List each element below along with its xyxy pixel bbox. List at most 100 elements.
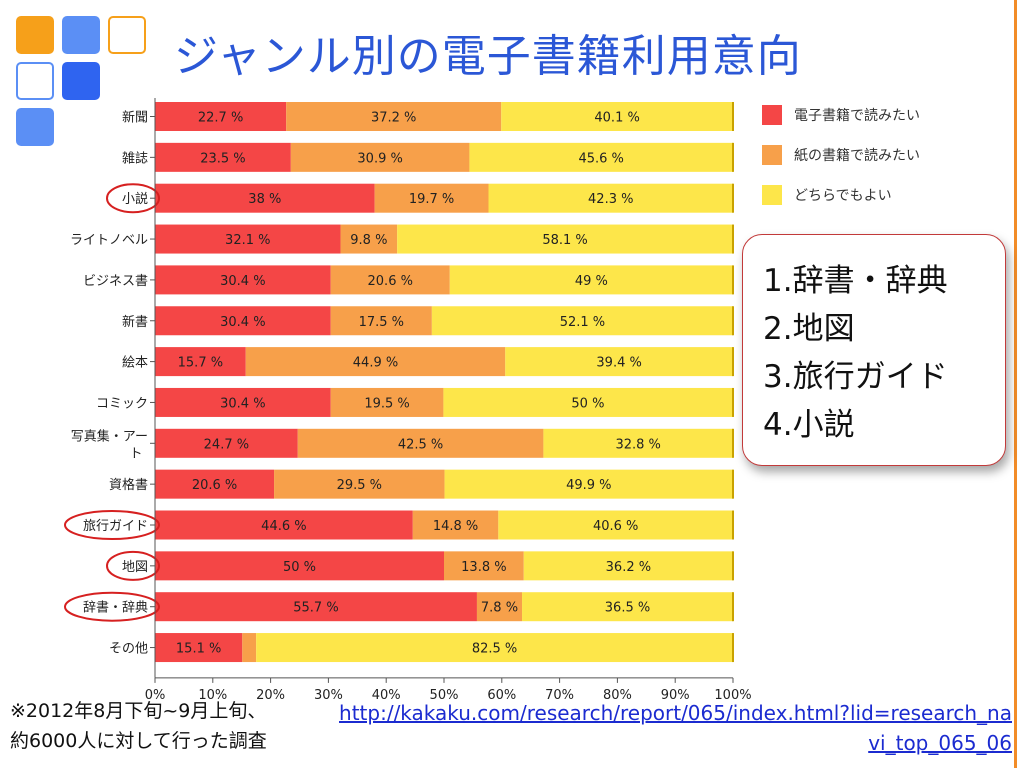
data-label: 30.4 % [220, 315, 265, 330]
data-label: 42.3 % [588, 192, 633, 207]
ranking-callout: 1.辞書・辞典 2.地図 3.旅行ガイド 4.小説 [742, 234, 1006, 466]
data-label: 29.5 % [337, 478, 382, 493]
data-label: 23.5 % [200, 151, 245, 166]
survey-note-line2: 約6000人に対して行った調査 [10, 730, 267, 752]
deco-square-blue-outline [16, 62, 54, 100]
bar-segment [501, 102, 733, 131]
bar-segment [488, 183, 733, 213]
bar-segment [431, 306, 733, 336]
x-tick-label: 30% [314, 688, 343, 700]
x-tick-label: 10% [198, 688, 227, 700]
data-label: 50 % [571, 396, 604, 411]
category-label: 小説 [122, 191, 148, 207]
data-label: 17.5 % [359, 315, 404, 330]
bar-segment [330, 306, 432, 336]
bar-segment [256, 633, 733, 663]
bar-segment [155, 387, 331, 417]
bar-segment [155, 428, 298, 458]
bar-segment [397, 224, 733, 254]
deco-square-blue [62, 16, 100, 54]
data-label: 50 % [283, 560, 316, 575]
bar-segment [155, 510, 413, 540]
x-tick-label: 60% [487, 688, 516, 700]
category-label: 絵本 [122, 356, 148, 371]
data-label: 38 % [248, 192, 281, 207]
category-label: コミック [96, 396, 148, 411]
data-label: 37.2 % [371, 111, 416, 126]
data-label: 40.6 % [593, 519, 638, 534]
category-label: 資格書 [109, 477, 148, 493]
category-label: その他 [109, 642, 148, 657]
data-label: 42.5 % [398, 437, 443, 452]
survey-note: ※2012年8月下旬~9月上旬、 約6000人に対して行った調査 [10, 696, 267, 756]
data-label: 30.4 % [220, 274, 265, 289]
data-label: 32.1 % [225, 233, 270, 248]
bar-segment [498, 510, 733, 540]
category-label: 雑誌 [122, 150, 148, 166]
bar-segment [155, 633, 243, 663]
highlight-circle [106, 550, 160, 581]
x-tick-label: 40% [372, 688, 401, 700]
x-tick-label: 50% [430, 688, 459, 700]
bar-segment [443, 387, 733, 417]
bar-segment [543, 428, 733, 458]
category-label: ビジネス書 [83, 274, 148, 289]
deco-square-blue-2 [16, 108, 54, 146]
survey-note-line1: ※2012年8月下旬~9月上旬、 [10, 700, 267, 722]
bar-segment [286, 102, 502, 131]
data-label: 22.7 % [198, 111, 243, 126]
data-label: 7.8 % [481, 601, 518, 616]
x-tick-label: 90% [661, 688, 690, 700]
source-link[interactable]: http://kakaku.com/research/report/065/in… [339, 701, 1012, 755]
ranking-item-4: 4.小説 [763, 407, 855, 443]
stacked-bar-chart: 22.7 % 37.2 % 40.1 % 新聞 23.5 % 30.9 % 45.6 % 雑誌… [64, 98, 752, 700]
bar-segment [155, 551, 444, 581]
data-label: 39.4 % [596, 356, 641, 371]
data-label: 15.7 % [178, 356, 223, 371]
bar-segment [469, 142, 733, 172]
data-label: 14.8 % [433, 519, 478, 534]
data-label: 52.1 % [560, 315, 605, 330]
legend-label-digital: 電子書籍で読みたい [794, 108, 920, 124]
highlight-circle [106, 183, 160, 214]
bar-segment [245, 347, 506, 377]
category-label: 写真集・アー [71, 428, 148, 444]
highlight-circle [64, 591, 160, 622]
bar-segment [522, 592, 733, 622]
data-label: 13.8 % [461, 560, 506, 575]
category-label: 新聞 [122, 110, 148, 126]
data-label: 36.2 % [606, 560, 651, 575]
ranking-item-2: 2.地図 [763, 311, 855, 347]
legend-swatch-paper [762, 145, 782, 165]
legend-swatch-either [762, 185, 782, 205]
data-label: 19.7 % [409, 192, 454, 207]
bar-segment [155, 102, 287, 131]
x-tick-label: 100% [714, 688, 751, 700]
category-label: 辞書・辞典 [83, 601, 148, 616]
data-label: 15.1 % [176, 642, 221, 657]
data-label: 44.6 % [261, 519, 306, 534]
category-label: 新書 [122, 314, 148, 330]
data-label: 55.7 % [293, 601, 338, 616]
data-label: 30.9 % [357, 151, 402, 166]
bar-segment [155, 224, 341, 254]
bar-segment [290, 142, 470, 172]
data-label: 44.9 % [353, 356, 398, 371]
data-label: 58.1 % [542, 233, 587, 248]
deco-square-orange [16, 16, 54, 54]
category-label: 旅行ガイド [83, 519, 148, 534]
data-label: 20.6 % [192, 478, 237, 493]
bar-segment [155, 142, 291, 172]
x-tick-label: 70% [545, 688, 574, 700]
data-label: 40.1 % [594, 111, 639, 126]
bar-segment [297, 428, 544, 458]
data-label: 36.5 % [605, 601, 650, 616]
legend-swatch-digital [762, 105, 782, 125]
category-label: ト [129, 446, 142, 461]
right-accent-rule [1014, 0, 1017, 768]
legend-label-either: どちらでもよい [794, 188, 892, 204]
page-title: ジャンル別の電子書籍利用意向 [174, 31, 802, 82]
data-label: 24.7 % [204, 437, 249, 452]
bar-segment [340, 224, 398, 254]
data-label: 82.5 % [472, 642, 517, 657]
